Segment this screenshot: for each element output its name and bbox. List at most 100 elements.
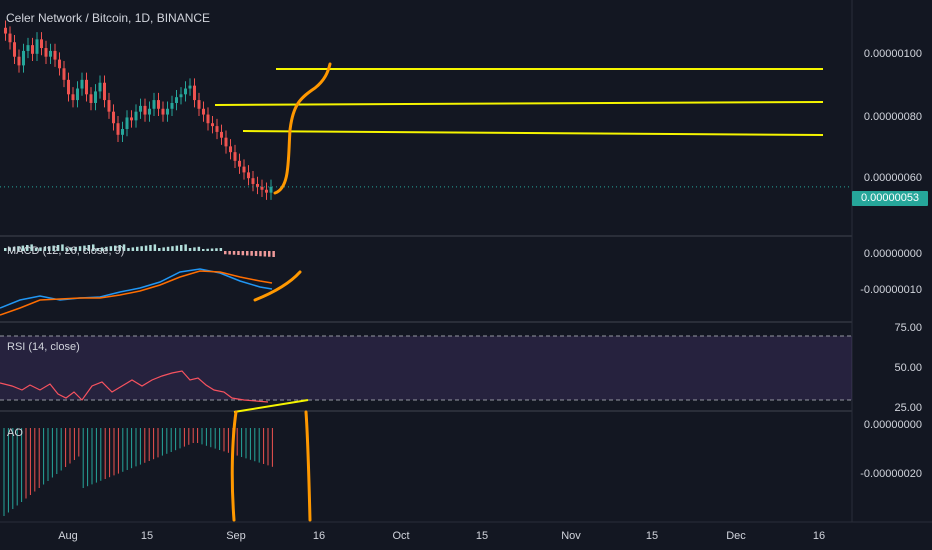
candle-body	[26, 45, 30, 51]
macd-histogram-bar	[65, 248, 69, 251]
macd-histogram-bar	[43, 246, 47, 251]
time-tick: 15	[645, 530, 659, 542]
candle-body	[269, 186, 273, 193]
candle-body	[175, 97, 178, 103]
candle-body	[121, 129, 124, 135]
macd-histogram-bar	[232, 251, 236, 255]
candle-body	[35, 39, 39, 54]
time-tick: 16	[312, 530, 326, 542]
macd-histogram-bar	[149, 245, 152, 251]
macd-histogram-bar	[127, 248, 130, 251]
macd-histogram-bar	[210, 248, 214, 251]
macd-histogram-bar	[83, 245, 86, 251]
last-price-badge: 0.00000053	[852, 191, 928, 206]
resistance-line-3	[242, 130, 824, 136]
candle-body	[31, 45, 34, 54]
macd-histogram-bar	[118, 245, 121, 251]
candle-body	[170, 102, 174, 109]
candle-body	[44, 48, 48, 57]
macd-histogram-bar	[215, 248, 218, 251]
macd-histogram-bar	[100, 247, 104, 251]
macd-histogram-bar	[4, 248, 7, 251]
macd-histogram-bar	[48, 246, 51, 251]
candle-body	[139, 105, 142, 112]
macd-histogram-bar	[153, 244, 157, 251]
signal-line	[0, 270, 273, 316]
macd-histogram-bar	[56, 245, 60, 251]
macd-histogram-bar	[202, 249, 205, 251]
candle-body	[161, 108, 165, 115]
macd-histogram-bar	[136, 246, 139, 251]
price-tick: 0.00000100	[863, 48, 922, 60]
candle-body	[179, 94, 183, 98]
macd-histogram-bar	[259, 251, 262, 257]
macd-histogram-bar	[188, 248, 192, 251]
price-tick: 0.00000060	[863, 172, 922, 184]
price-tick: 0.00000080	[863, 111, 922, 123]
candle-body	[125, 117, 129, 130]
candle-body	[116, 123, 120, 135]
macd-histogram-bar	[140, 246, 143, 251]
time-tick: Sep	[226, 530, 246, 542]
macd-histogram-bar	[158, 248, 161, 251]
macd-histogram-bar	[39, 247, 42, 251]
candle-body	[80, 79, 84, 89]
candle-body	[202, 108, 205, 115]
macd-histogram-bar	[34, 248, 38, 251]
macd-histogram-bar	[92, 244, 95, 251]
candle-body	[112, 111, 115, 124]
ao-marker-left	[230, 410, 238, 522]
candle-body	[260, 186, 264, 190]
macd-histogram-bar	[162, 247, 165, 251]
candle-body	[233, 152, 237, 161]
macd-histogram-bar	[12, 246, 16, 251]
projection-curve	[273, 62, 332, 195]
macd-histogram-bar	[246, 251, 249, 256]
candle-body	[134, 111, 138, 121]
candle-body	[184, 88, 187, 95]
macd-histogram-bar	[237, 251, 240, 255]
macd-histogram-bar	[250, 251, 253, 256]
macd-histogram-bar	[206, 248, 209, 251]
macd-histogram-bar	[70, 247, 73, 251]
candle-body	[22, 50, 25, 66]
candle-body	[188, 85, 192, 89]
ao-tick: -0.00000020	[860, 468, 922, 480]
candle-body	[49, 50, 52, 57]
macd-histogram-bar	[114, 245, 117, 251]
candle-body	[53, 50, 57, 60]
macd-histogram-bar	[166, 246, 170, 251]
candle-body	[265, 189, 268, 193]
macd-histogram-bar	[193, 247, 196, 251]
candle-body	[76, 88, 79, 101]
time-tick: 15	[140, 530, 154, 542]
macd-histogram-bar	[228, 251, 231, 255]
macd-histogram-bar	[87, 245, 91, 251]
time-tick: Dec	[726, 530, 746, 542]
candle-body	[238, 160, 241, 167]
chart-title: Celer Network / Bitcoin, 1D, BINANCE	[6, 11, 211, 25]
macd-histogram-bar	[52, 245, 55, 251]
candle-body	[67, 79, 70, 95]
candle-body	[8, 33, 12, 43]
macd-histogram-bar	[78, 246, 82, 251]
macd-histogram-bar	[26, 245, 29, 251]
macd-tick: 0.00000000	[863, 248, 922, 260]
candle-body	[103, 82, 106, 101]
candle-body	[4, 27, 7, 34]
macd-histogram-bar	[272, 251, 275, 257]
time-tick: 15	[475, 530, 489, 542]
macd-histogram-bar	[171, 246, 174, 251]
macd-histogram-bar	[180, 245, 183, 251]
rsi-trend-line	[233, 399, 309, 413]
macd-histogram-bar	[224, 251, 227, 255]
candle-body	[242, 166, 246, 173]
candle-body	[215, 126, 219, 132]
macd-histogram-bar	[268, 251, 271, 257]
macd-histogram-bar	[61, 244, 64, 251]
candle-body	[62, 68, 66, 80]
macd-histogram-bar	[219, 248, 223, 251]
candle-body	[157, 100, 160, 109]
